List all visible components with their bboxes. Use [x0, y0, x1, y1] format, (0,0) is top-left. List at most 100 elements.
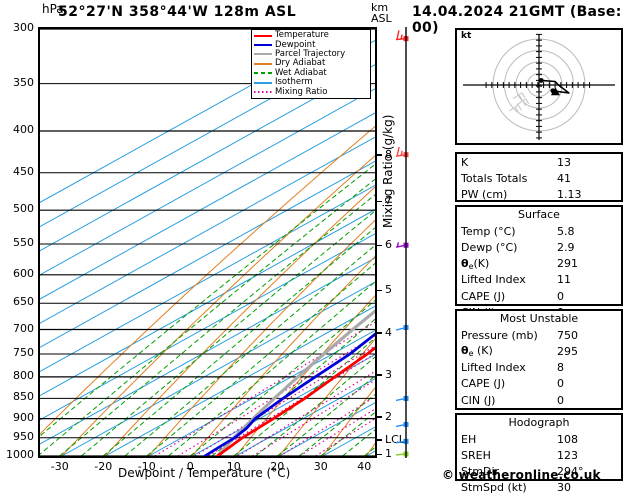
info-row: CAPE (J) 0 — [457, 288, 621, 304]
parcel-trajectory-curve — [215, 309, 375, 456]
copyright-notice: © weatheronline.co.uk — [442, 468, 601, 482]
surface-parcel-panel: Surface Temp (°C) 5.8 Dewp (°C) 2.9 θe(K) 291 L… — [455, 205, 623, 319]
pressure-tick-650: 650 — [13, 295, 34, 309]
wet-adiabat-lines — [40, 163, 375, 456]
temperature-tick-0: 0 — [186, 460, 194, 473]
stability-indices-panel: K 13 Totals Totals 41 PW (cm) 1.13 — [455, 152, 623, 202]
pressure-tick-850: 850 — [13, 390, 34, 404]
pressure-tick-550: 550 — [13, 235, 34, 249]
info-key: StmDir — [461, 465, 500, 479]
pressure-tick-350: 350 — [13, 75, 34, 89]
temperature-tick--20: -20 — [94, 460, 113, 473]
info-row: SREH 123 — [457, 447, 621, 463]
info-value: 750 — [557, 328, 578, 342]
info-value: 8 — [557, 361, 564, 375]
height-tick-mark-7 — [375, 200, 382, 202]
height-tick-6: 6 — [385, 238, 392, 252]
info-value: 295 — [557, 344, 578, 358]
info-key: Dewp (°C) — [461, 240, 518, 254]
info-value: 123 — [557, 448, 578, 462]
info-row: PW (cm) 1.13 — [457, 186, 621, 202]
height-tick-4: 4 — [385, 325, 392, 339]
legend-item-isotherm: Isotherm — [254, 78, 368, 87]
hodograph_stats-panel-title: Hodograph — [508, 416, 570, 429]
legend: Temperature Dewpoint Parcel Trajectory Dry … — [251, 29, 371, 99]
info-value: 0 — [557, 289, 564, 303]
temperature-tick--10: -10 — [137, 460, 156, 473]
info-value: 0 — [557, 393, 564, 407]
info-row: Pressure (mb) 750 — [457, 327, 621, 343]
pressure-tick-600: 600 — [13, 266, 34, 280]
pressure-tick-750: 750 — [13, 345, 34, 359]
info-row: Dewp (°C) 2.9 — [457, 239, 621, 255]
height-tick-mark-2 — [375, 416, 382, 418]
legend-label: Dry Adiabat — [275, 58, 326, 69]
hodograph: kt — [455, 28, 623, 145]
x-axis-title: Dewpoint / Temperature (°C) — [118, 466, 291, 480]
height-tick-mark-6 — [375, 244, 382, 247]
isobar-lines — [40, 29, 375, 456]
temperature-tick-40: 40 — [357, 460, 372, 473]
pressure-tick-950: 950 — [13, 429, 34, 443]
info-key: θe (K) — [461, 344, 493, 359]
legend-swatch — [254, 62, 272, 65]
station-title: 52°27'N 358°44'W 128m ASL — [58, 4, 297, 20]
info-value: 294° — [557, 465, 584, 479]
height-tick-mark-5 — [375, 289, 382, 292]
temperature-tick-30: 30 — [313, 460, 328, 473]
hodograph-canvas — [463, 33, 615, 140]
info-value: 0 — [557, 377, 564, 391]
legend-label: Dewpoint — [275, 39, 316, 50]
info-key: Lifted Index — [461, 361, 526, 375]
legend-item-dry-adiabat: Dry Adiabat — [254, 59, 368, 68]
legend-item-parcel-trajectory: Parcel Trajectory — [254, 49, 368, 59]
most_unstable-panel-title: Most Unstable — [499, 312, 579, 325]
temperature-tick-20: 20 — [270, 460, 285, 473]
height-tick-8: 8 — [385, 147, 392, 161]
info-row: CIN (J) 0 — [457, 392, 621, 408]
pressure-tick-450: 450 — [13, 164, 34, 178]
info-key: Lifted Index — [461, 273, 526, 287]
hodograph-endpoint — [538, 78, 544, 83]
info-key: CIN (J) — [461, 393, 496, 407]
info-key: Totals Totals — [461, 171, 528, 185]
info-key: K — [461, 155, 469, 169]
storm-motion-marker — [550, 87, 560, 96]
info-value: 2.9 — [557, 240, 575, 254]
height-unit-line2: ASL — [371, 12, 392, 25]
info-key: StmSpd (kt) — [461, 481, 527, 495]
height-tick-1: 1 — [385, 447, 392, 460]
pressure-tick-900: 900 — [13, 410, 34, 424]
legend-label: Mixing Ratio — [275, 86, 328, 97]
info-key: CAPE (J) — [461, 289, 506, 303]
info-key: Temp (°C) — [461, 224, 516, 238]
datetime-title: 14.04.2024 21GMT (Base: 00) — [412, 4, 622, 36]
info-key: CAPE (J) — [461, 377, 506, 391]
info-row: θe (K) 295 — [457, 343, 621, 359]
pressure-tick-400: 400 — [13, 123, 34, 137]
pressure-tick-1000: 1000 — [6, 448, 34, 461]
hodograph-wind-barb — [512, 92, 526, 100]
legend-label: Wet Adiabat — [275, 67, 327, 78]
pressure-tick-300: 300 — [13, 21, 34, 34]
temperature-tick--30: -30 — [50, 460, 69, 473]
info-row: EH 108 — [457, 431, 621, 447]
height-tick-mark-8 — [375, 154, 382, 156]
legend-item-dewpoint: Dewpoint — [254, 40, 368, 49]
most-unstable-panel: Most Unstable Pressure (mb) 750 θe (K) 295 Li… — [455, 309, 623, 410]
height-tick-2: 2 — [385, 409, 392, 423]
info-row: Lifted Index 8 — [457, 360, 621, 376]
legend-item-wet-adiabat: Wet Adiabat — [254, 67, 368, 78]
info-row: Totals Totals 41 — [457, 170, 621, 186]
legend-label: Temperature — [275, 30, 329, 41]
wind-barb-column — [396, 27, 409, 458]
info-key: θe(K) — [461, 256, 490, 271]
legend-item-temperature: Temperature — [254, 31, 368, 40]
info-value: 13 — [557, 155, 571, 169]
temperature-curve — [216, 346, 375, 456]
temperature-tick-10: 10 — [226, 460, 241, 473]
info-value: 41 — [557, 171, 571, 185]
info-value: 5.8 — [557, 224, 575, 238]
height-tick-mark-1 — [375, 453, 382, 455]
skewt-plot — [38, 27, 377, 458]
